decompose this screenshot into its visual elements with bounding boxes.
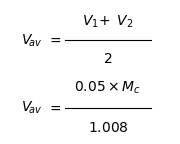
Text: $=$: $=$ [47, 101, 61, 115]
Text: $V_{\!av}$: $V_{\!av}$ [21, 32, 42, 49]
Text: $0.05 \times M_c$: $0.05 \times M_c$ [75, 80, 141, 96]
Text: $V_{\!av}$: $V_{\!av}$ [21, 100, 42, 116]
Text: $2$: $2$ [103, 52, 113, 66]
Text: $1.008$: $1.008$ [88, 121, 128, 135]
Text: $V_1\!+\;V_2$: $V_1\!+\;V_2$ [82, 13, 134, 30]
Text: $=$: $=$ [47, 34, 61, 47]
